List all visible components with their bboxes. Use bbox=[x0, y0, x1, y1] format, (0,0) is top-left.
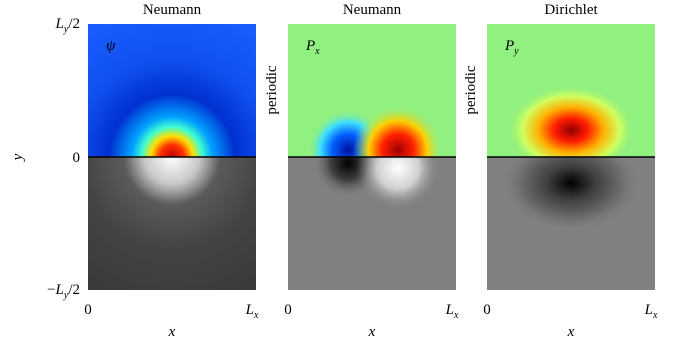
x-axis-label: x bbox=[168, 324, 176, 340]
panel-psi bbox=[88, 24, 256, 290]
y-tick-label: Ly/2 bbox=[55, 16, 80, 35]
x-tick-label: 0 bbox=[483, 302, 491, 318]
panel-title: Dirichlet bbox=[544, 2, 598, 18]
field-label: Py bbox=[504, 38, 519, 57]
panel-py bbox=[487, 24, 655, 290]
side-label: periodic bbox=[463, 65, 479, 114]
x-axis-label: x bbox=[368, 324, 376, 340]
field-label: Px bbox=[305, 38, 320, 57]
y-tick-label: −Ly/2 bbox=[47, 282, 80, 301]
panel-px bbox=[288, 24, 456, 290]
x-tick-label: Lx bbox=[644, 302, 658, 321]
x-tick-label: Lx bbox=[245, 302, 259, 321]
panel-labels: Neumann ψ 0 Lx x Neumann Px periodic 0 Lx x Dirichl… bbox=[84, 2, 658, 340]
x-axis-label: x bbox=[567, 324, 575, 340]
panel-title: Neumann bbox=[343, 2, 402, 18]
side-label: periodic bbox=[264, 65, 280, 114]
field-label: ψ bbox=[106, 38, 116, 54]
x-tick-label: Lx bbox=[445, 302, 459, 321]
panel-title: Neumann bbox=[143, 2, 202, 18]
x-tick-label: 0 bbox=[284, 302, 292, 318]
y-tick-label: 0 bbox=[73, 150, 81, 166]
x-tick-label: 0 bbox=[84, 302, 92, 318]
y-axis-label: y bbox=[10, 153, 26, 162]
